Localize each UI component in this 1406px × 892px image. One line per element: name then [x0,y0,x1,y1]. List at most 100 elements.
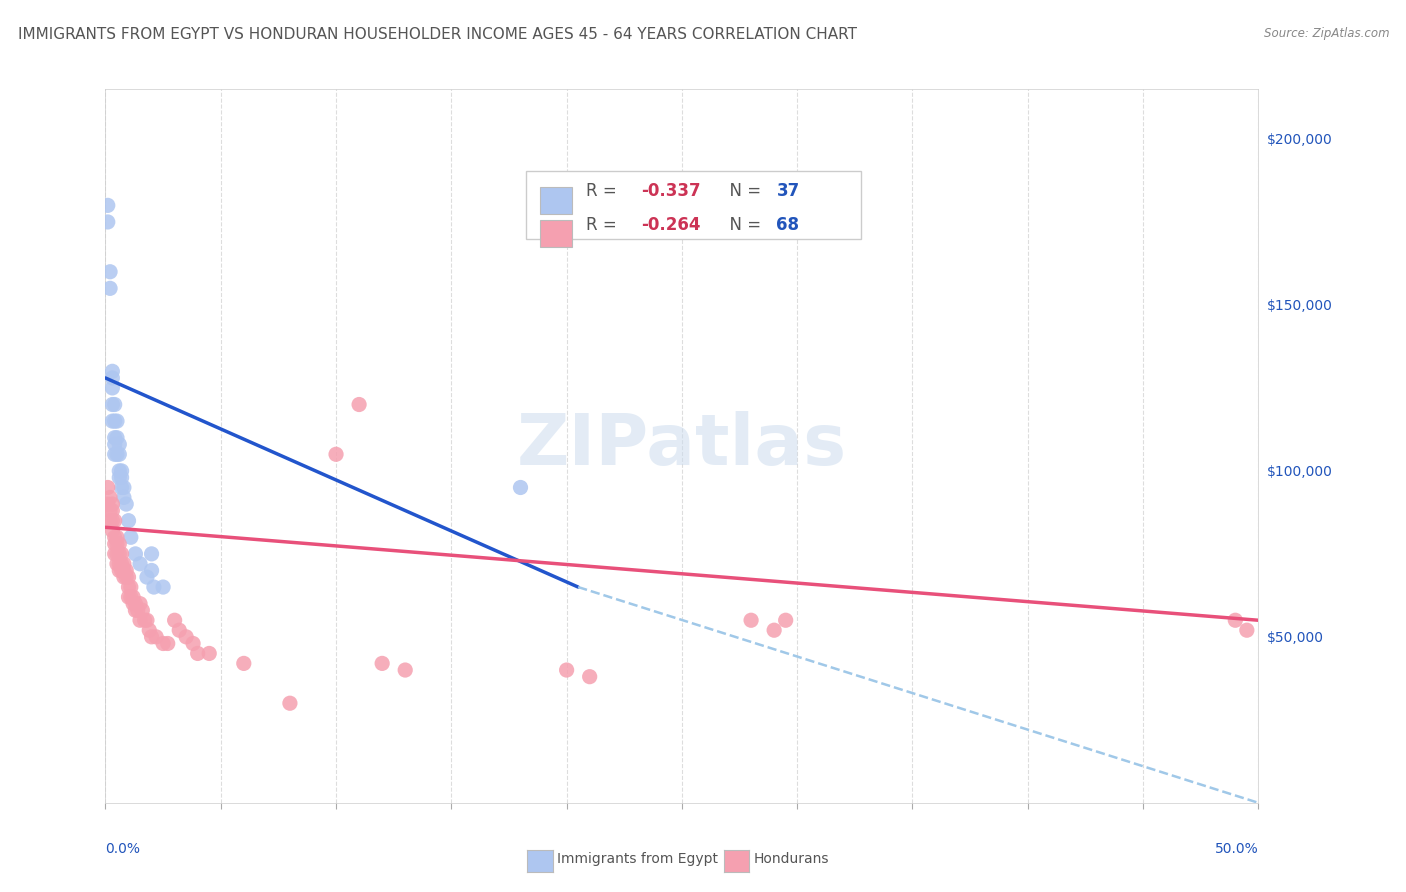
Point [101,504,124,518]
Point [110,547,132,561]
Point [555,663,578,677]
Text: N =: N = [718,182,766,200]
Point [104,537,127,551]
Point [124,547,146,561]
Point [110,481,132,495]
Point [108,557,131,571]
Point [105,557,128,571]
Point [105,431,128,445]
Point [163,613,186,627]
Point [122,590,145,604]
Point [110,470,132,484]
FancyBboxPatch shape [540,187,572,214]
Point [98,281,121,295]
Point [145,630,167,644]
Text: Hondurans: Hondurans [754,852,830,865]
Point [115,497,138,511]
Point [142,580,165,594]
Point [108,447,131,461]
Point [101,381,124,395]
Point [101,397,124,411]
Point [117,514,139,528]
Point [127,603,149,617]
Point [129,597,152,611]
Point [232,657,254,671]
Point [108,537,131,551]
Point [110,564,132,578]
Point [181,636,204,650]
Point [104,437,127,451]
Point [101,497,124,511]
Point [112,481,135,495]
Point [115,570,138,584]
Point [371,657,394,671]
Point [1236,624,1258,638]
Point [98,265,121,279]
Point [117,590,139,604]
Point [141,547,163,561]
Point [108,547,131,561]
Text: -0.337: -0.337 [641,182,702,200]
Point [136,570,159,584]
Point [105,414,128,428]
Point [98,504,121,518]
Text: -0.264: -0.264 [641,216,702,235]
Point [278,696,301,710]
Text: R =: R = [586,182,623,200]
Point [509,481,531,495]
FancyBboxPatch shape [526,171,860,239]
Point [112,570,135,584]
Point [115,564,138,578]
Point [120,590,142,604]
Point [105,537,128,551]
Point [112,491,135,505]
Point [124,597,146,611]
Point [108,564,131,578]
Point [104,547,127,561]
Text: Source: ZipAtlas.com: Source: ZipAtlas.com [1264,27,1389,40]
Point [101,371,124,385]
Point [740,613,762,627]
Point [198,647,221,661]
Text: N =: N = [718,216,766,235]
Point [347,397,370,411]
Point [325,447,347,461]
Point [98,491,121,505]
Point [117,580,139,594]
Point [101,414,124,428]
Point [1225,613,1247,627]
Point [108,470,131,484]
Point [152,636,174,650]
Point [101,514,124,528]
Point [136,613,159,627]
Point [578,670,600,684]
Point [775,613,797,627]
Point [110,557,132,571]
Text: 0.0%: 0.0% [105,842,141,856]
Point [97,215,120,229]
Point [120,580,142,594]
Point [98,514,121,528]
Point [112,557,135,571]
Point [124,603,146,617]
Point [104,447,127,461]
Point [97,198,120,212]
Text: R =: R = [586,216,623,235]
Point [104,514,127,528]
Text: ZIPatlas: ZIPatlas [517,411,846,481]
Point [117,570,139,584]
Point [104,431,127,445]
Point [187,647,209,661]
Point [101,364,124,378]
FancyBboxPatch shape [540,219,572,247]
Point [105,547,128,561]
Point [167,624,190,638]
Point [120,530,142,544]
Point [105,530,128,544]
Point [104,397,127,411]
Point [138,624,160,638]
Text: 68: 68 [776,216,800,235]
Point [112,564,135,578]
Point [129,557,152,571]
Point [129,613,152,627]
